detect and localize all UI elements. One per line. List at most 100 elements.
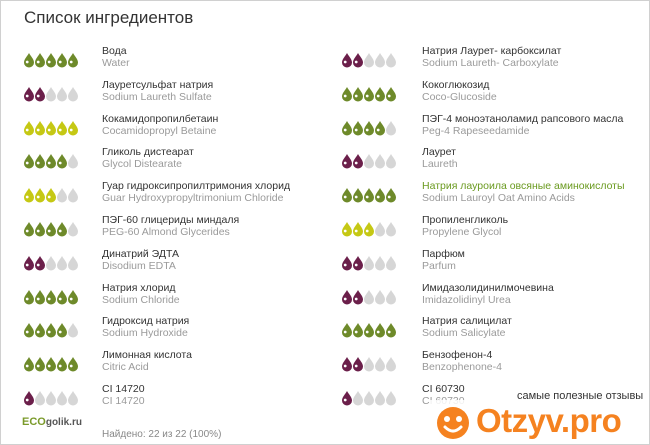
drop-highlight-icon — [36, 94, 40, 98]
ingredient-name-lat: Guar Hydroxypropyltrimonium Chloride — [102, 192, 284, 205]
drop-highlight-icon — [354, 161, 358, 165]
drops-icon — [24, 221, 78, 237]
drop-filled-icon — [57, 323, 67, 338]
drop-filled-icon — [24, 255, 34, 271]
drop-filled-icon — [35, 221, 45, 237]
safety-rating — [341, 86, 397, 102]
drop-highlight-icon — [354, 330, 358, 334]
ingredient-row[interactable]: Вода Water — [23, 44, 343, 78]
drop-filled-icon — [46, 53, 56, 68]
ingredient-name-lat: Water — [102, 57, 130, 69]
ingredient-row[interactable]: Гидроксид натрия Sodium Hydroxide — [23, 314, 343, 348]
ingredient-row[interactable]: Кокоглюкозид Coco-Glucoside — [341, 78, 641, 112]
ingredient-name-lat: Coco-Glucoside — [422, 90, 497, 103]
safety-rating — [341, 153, 397, 169]
drop-highlight-icon — [343, 128, 347, 131]
drop-highlight-icon — [25, 60, 29, 64]
ingredient-row[interactable]: Имидазолидинилмочевина Imidazolidinyl Ure… — [341, 281, 641, 315]
drop-empty-icon — [35, 390, 45, 406]
ingredient-row[interactable]: Динатрий ЭДТА Disodium EDTA — [23, 247, 343, 281]
drop-highlight-icon — [25, 364, 29, 368]
ingredient-row[interactable]: Гуар гидроксипропилтримония хлорид Guar H… — [23, 179, 343, 213]
drop-highlight-icon — [69, 60, 73, 64]
drop-filled-icon — [342, 154, 352, 169]
ingredient-name-lat: PEG-60 Almond Glycerides — [102, 225, 230, 238]
drop-filled-icon — [35, 323, 45, 338]
ingredient-names: Натрия лауроила овсяные аминокислоты Sodi… — [422, 180, 625, 204]
ingredient-name-lat: Sodium Chloride — [102, 293, 180, 306]
drop-highlight-icon — [343, 195, 347, 199]
ingredient-row[interactable]: Кокамидопропилбетаин Cocamidopropyl Betai… — [23, 112, 343, 146]
watermark-caption: самые полезные отзывы — [517, 390, 644, 402]
ingredient-row[interactable]: Пропиленгликоль Propylene Glycol — [341, 213, 641, 247]
drop-highlight-icon — [36, 297, 40, 300]
drop-highlight-icon — [58, 364, 62, 368]
logo-golik-text: golik.ru — [45, 417, 82, 428]
drop-filled-icon — [386, 188, 396, 203]
drop-empty-icon — [68, 255, 78, 271]
drops-icon — [342, 154, 396, 169]
drop-filled-icon — [57, 120, 67, 136]
drop-highlight-icon — [376, 94, 380, 98]
drop-filled-icon — [342, 323, 352, 338]
drop-highlight-icon — [354, 128, 358, 131]
drops-icon — [342, 120, 396, 136]
drop-highlight-icon — [58, 330, 62, 334]
ingredient-row[interactable]: Натрия Лаурет- карбоксилат Sodium Laureth… — [341, 44, 641, 78]
ingredient-row[interactable]: Бензофенон-4 Benzophenone-4 — [341, 348, 641, 382]
drop-filled-icon — [364, 221, 374, 237]
ingredient-name-lat: Sodium Lauroyl Oat Amino Acids — [422, 192, 575, 205]
drop-empty-icon — [386, 120, 396, 136]
ecogolik-logo[interactable]: ECOgolik.ru — [22, 416, 82, 428]
drop-empty-icon — [386, 390, 396, 406]
ingredient-row[interactable]: Натрия лауроила овсяные аминокислоты Sodi… — [341, 179, 641, 213]
drop-highlight-icon — [25, 263, 29, 267]
drop-highlight-icon — [376, 195, 380, 199]
ingredient-row[interactable]: Гликоль дистеарат Glycol Distearate — [23, 145, 343, 179]
safety-rating — [23, 322, 79, 338]
drops-icon — [24, 357, 78, 372]
drops-icon — [342, 255, 396, 271]
safety-rating — [23, 86, 79, 102]
drop-highlight-icon — [58, 161, 62, 165]
drop-empty-icon — [68, 86, 78, 102]
ingredient-row[interactable]: ПЭГ-60 глицериды миндаля PEG-60 Almond Gl… — [23, 213, 343, 247]
ingredient-row[interactable]: CI 14720 CI 14720 — [23, 382, 343, 416]
drop-filled-icon — [35, 289, 45, 305]
safety-rating — [341, 221, 397, 237]
ingredient-name-lat: Glycol Distearate — [102, 158, 182, 171]
drop-highlight-icon — [25, 297, 29, 300]
ingredient-row[interactable]: Парфюм Parfum — [341, 247, 641, 281]
drop-filled-icon — [24, 390, 34, 406]
ingredient-row[interactable]: Лауретсульфат натрия Sodium Laureth Sulfa… — [23, 78, 343, 112]
ingredient-name-lat: Sodium Laureth- Carboxylate — [422, 57, 559, 69]
ingredient-name-ru[interactable]: Натрия лауроила овсяные аминокислоты — [422, 180, 625, 193]
ingredient-row[interactable]: Лимонная кислота Citric Acid — [23, 348, 343, 382]
drop-filled-icon — [375, 86, 385, 102]
ingredient-row[interactable]: Натрия хлорид Sodium Chloride — [23, 281, 343, 315]
ingredient-row[interactable]: Натрия салицилат Sodium Salicylate — [341, 314, 641, 348]
drop-highlight-icon — [58, 297, 62, 300]
ingredient-names: Лимонная кислота Citric Acid — [102, 349, 192, 373]
ingredient-name-lat: Laureth — [422, 158, 458, 171]
drop-empty-icon — [68, 188, 78, 203]
drop-highlight-icon — [47, 128, 51, 131]
safety-rating — [23, 52, 79, 68]
drop-filled-icon — [46, 357, 56, 372]
drop-highlight-icon — [343, 229, 347, 233]
drops-icon — [24, 120, 78, 136]
safety-rating — [23, 187, 79, 203]
ingredient-row[interactable]: Лаурет Laureth — [341, 145, 641, 179]
safety-rating — [341, 255, 397, 271]
safety-rating — [23, 255, 79, 271]
drop-highlight-icon — [25, 330, 29, 334]
ingredient-row[interactable]: ПЭГ-4 моноэтаноламид рапсового масла Peg-… — [341, 112, 641, 146]
ingredient-names: Динатрий ЭДТА Disodium EDTA — [102, 248, 179, 272]
safety-rating — [23, 120, 79, 136]
ingredient-name-ru: Лаурет — [422, 146, 456, 159]
safety-rating — [341, 356, 397, 372]
drop-filled-icon — [35, 120, 45, 136]
drop-highlight-icon — [365, 229, 369, 233]
drop-highlight-icon — [47, 229, 51, 233]
ingredient-name-lat: Disodium EDTA — [102, 259, 176, 272]
